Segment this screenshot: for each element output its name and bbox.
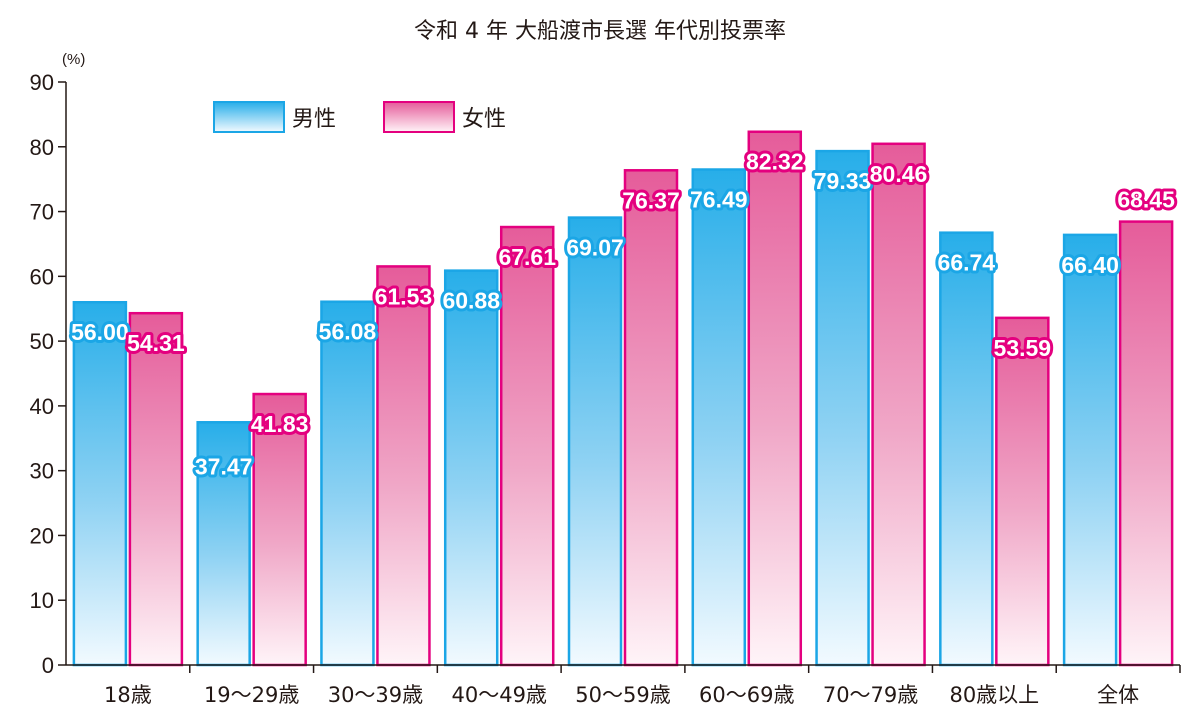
value-label-female: 82.32 <box>746 149 804 175</box>
bar-female <box>128 311 184 667</box>
x-tick-label: 70～79歳 <box>823 683 918 707</box>
y-tick-label: 70 <box>30 200 54 225</box>
y-tick-label: 40 <box>30 394 54 419</box>
bar-female <box>376 265 431 667</box>
legend: 男性 女性 <box>213 101 506 133</box>
value-label-male: 69.07 <box>566 235 624 261</box>
legend-swatch-female <box>383 101 455 133</box>
bar-female <box>499 225 555 667</box>
y-tick-label: 60 <box>30 264 54 289</box>
bars <box>72 130 1174 667</box>
x-tick-label: 50～59歳 <box>575 683 670 707</box>
bar-female <box>252 392 307 667</box>
bar-female <box>1118 220 1174 667</box>
bar-male <box>939 231 994 667</box>
x-tick-label: 19～29歳 <box>204 683 299 707</box>
value-label-male: 76.49 <box>690 187 748 213</box>
value-label-male: 79.33 <box>814 168 872 194</box>
bar-female <box>623 169 679 667</box>
value-label-male: 37.47 <box>195 453 253 479</box>
value-label-female: 80.46 <box>870 161 928 187</box>
chart-title: 令和 4 年 大船渡市長選 年代別投票率 <box>414 19 786 44</box>
bar-female <box>747 130 803 667</box>
value-label-male: 60.88 <box>442 288 500 314</box>
y-tick-label: 20 <box>30 523 54 548</box>
x-tick-label: 18歳 <box>104 683 152 707</box>
y-tick-label: 50 <box>30 329 54 354</box>
bar-male <box>196 421 251 667</box>
bar-male <box>1062 233 1118 667</box>
value-label-female: 41.83 <box>251 411 309 437</box>
value-label-female: 54.31 <box>127 330 185 356</box>
value-label-male: 56.00 <box>71 319 129 345</box>
y-tick-label: 90 <box>30 70 54 95</box>
legend-label-female: 女性 <box>462 107 506 132</box>
y-tick-label: 30 <box>30 459 54 484</box>
value-label-female: 67.61 <box>498 244 556 270</box>
x-tick-label: 80歳以上 <box>949 683 1039 707</box>
value-label-male: 66.74 <box>938 250 996 276</box>
y-axis-unit: (%) <box>62 51 85 68</box>
y-axis: 0 10 20 30 40 50 60 70 80 90 <box>30 70 67 678</box>
y-tick-label: 0 <box>42 653 54 678</box>
bar-male <box>815 149 870 667</box>
bar-male <box>567 216 623 667</box>
x-tick-label: 30～39歳 <box>328 683 423 707</box>
bar-male <box>691 168 747 667</box>
bar-male <box>72 300 128 667</box>
bar-male <box>443 269 499 667</box>
value-label-female: 53.59 <box>994 335 1052 361</box>
value-label-male: 56.08 <box>319 319 377 345</box>
x-axis: 18歳 19～29歳 30～39歳 40～49歳 50～59歳 60～69歳 70～79歳 8… <box>66 664 1181 707</box>
x-tick-label: 40～49歳 <box>451 683 546 707</box>
bar-female <box>871 142 926 667</box>
value-label-male: 66.40 <box>1061 252 1119 278</box>
bar-female <box>995 316 1050 667</box>
value-label-female: 76.37 <box>622 187 680 213</box>
x-tick-label: 60～69歳 <box>699 683 794 707</box>
value-label-female: 68.45 <box>1117 187 1175 213</box>
y-tick-label: 10 <box>30 588 54 613</box>
x-tick-label: 全体 <box>1097 683 1139 707</box>
y-tick-label: 80 <box>30 135 54 160</box>
legend-label-male: 男性 <box>292 107 336 132</box>
bar-male <box>320 300 375 667</box>
value-label-female: 61.53 <box>375 283 433 309</box>
legend-swatch-male <box>213 101 285 133</box>
